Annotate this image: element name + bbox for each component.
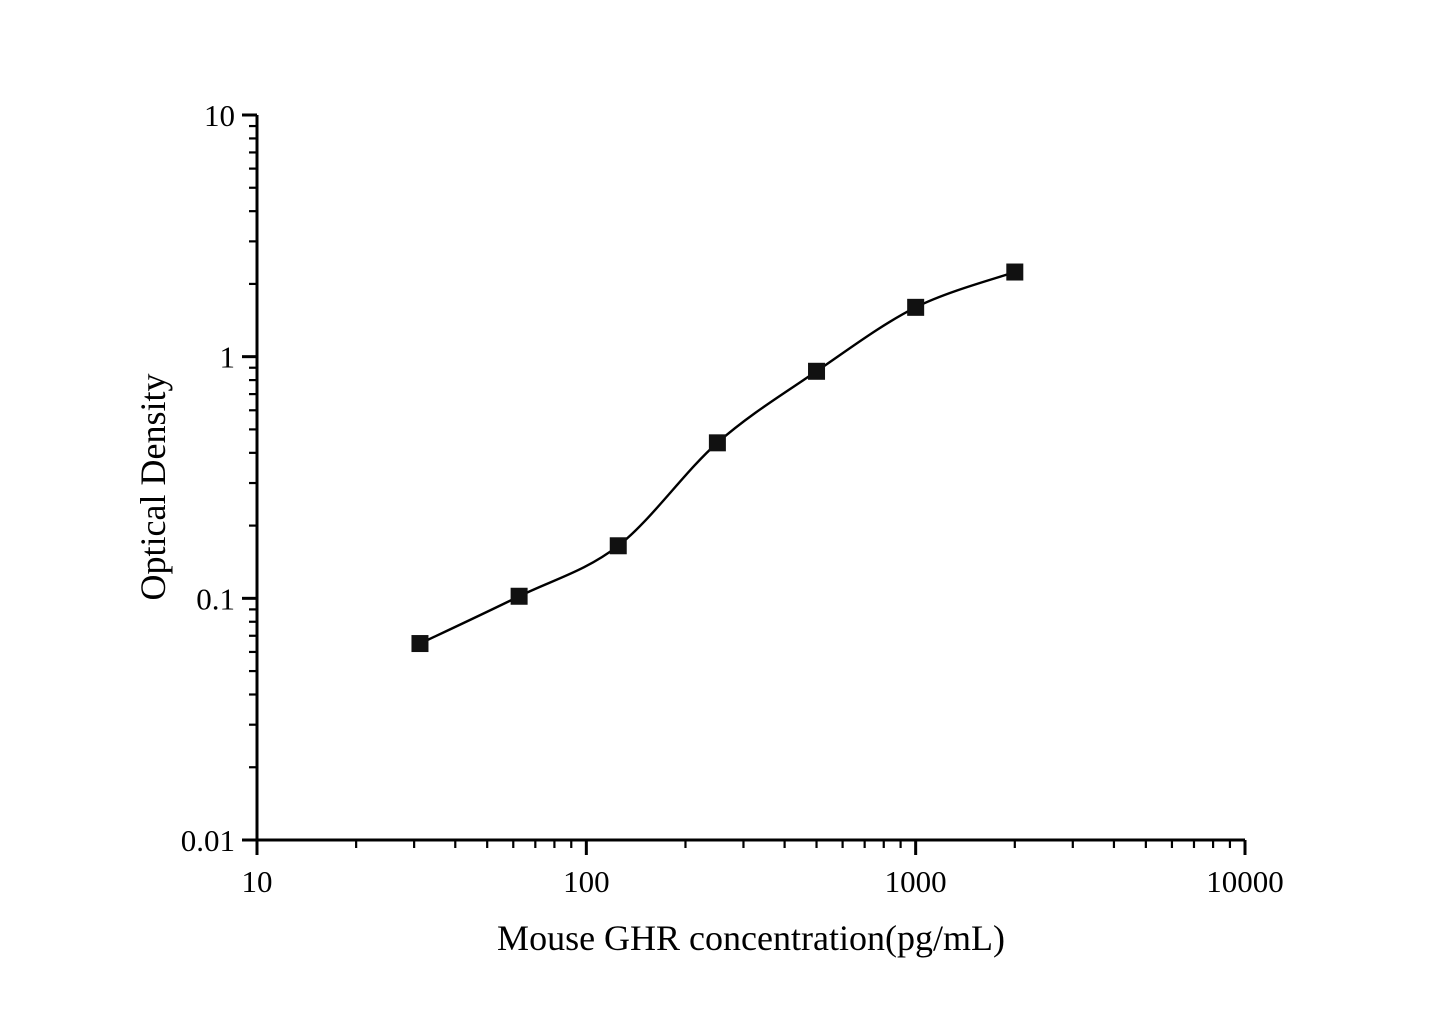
y-tick-label: 0.1: [196, 581, 235, 616]
y-tick-label: 0.01: [181, 823, 235, 858]
data-point-marker: [808, 362, 826, 380]
x-axis-title: Mouse GHR concentration(pg/mL): [497, 918, 1005, 958]
data-point-marker: [907, 298, 925, 316]
x-tick-label: 100: [563, 864, 610, 899]
y-tick-label: 10: [204, 98, 235, 133]
data-point-marker: [708, 434, 726, 452]
series-line: [419, 270, 1016, 645]
y-tick-label: 1: [220, 340, 236, 375]
y-axis-title: Optical Density: [133, 373, 173, 601]
x-tick-label: 1000: [885, 864, 947, 899]
data-point-marker: [510, 587, 528, 605]
x-tick-label: 10000: [1206, 864, 1284, 899]
data-point-marker: [411, 635, 429, 653]
data-point-marker: [1006, 263, 1024, 281]
x-tick-label: 10: [242, 864, 273, 899]
data-point-marker: [609, 537, 627, 555]
